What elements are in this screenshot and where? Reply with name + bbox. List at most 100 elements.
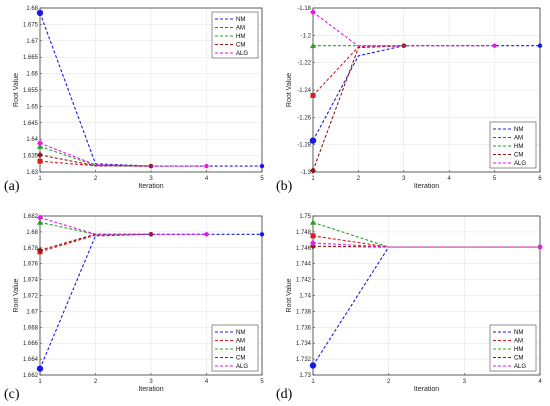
legend-box xyxy=(211,324,259,372)
y-tick-label: 1.674 xyxy=(23,278,39,284)
y-tick-label: 1.682 xyxy=(23,214,39,220)
series-line-alg xyxy=(312,11,495,47)
data-point-am xyxy=(310,92,316,98)
x-tick-label: 2 xyxy=(357,176,361,182)
legend-label: AM xyxy=(514,136,523,142)
legend-label: CM xyxy=(236,356,245,362)
legend-label: HM xyxy=(514,144,523,150)
panel-label: (c) xyxy=(4,387,20,402)
chart-panel-2: -1.3 -1.28 -1.26 -1.24 -1.22 -1.2 -1.18 1 2 3 4 5 6 I… xyxy=(276,6,542,194)
y-tick-label: 1.736 xyxy=(296,325,312,331)
data-point-cm xyxy=(37,151,43,159)
y-axis-label: Root Value xyxy=(286,278,293,312)
x-axis-label: Iteration xyxy=(414,183,439,190)
y-tick-label: 1.675 xyxy=(23,22,39,28)
y-tick-label: 1.742 xyxy=(296,278,312,284)
data-point-am xyxy=(310,233,316,239)
y-tick-label: 1.734 xyxy=(296,341,312,347)
plot-frame xyxy=(39,7,263,173)
y-tick-label: 1.67 xyxy=(26,309,38,315)
chart-panel-4: 1.73 1.732 1.734 1.736 1.738 1.74 1.742 1.744 1.… xyxy=(276,214,542,402)
legend-label: NM xyxy=(514,127,523,133)
data-point-am xyxy=(37,158,43,164)
legend-label: NM xyxy=(236,17,245,23)
plot-frame xyxy=(312,7,541,173)
y-axis-label: Root Value xyxy=(13,73,20,107)
legend-label: ALG xyxy=(236,364,248,370)
y-tick-label: -1.3 xyxy=(301,170,312,176)
y-tick-label: 1.672 xyxy=(23,294,39,300)
legend-label: CM xyxy=(514,356,523,362)
legend-label: HM xyxy=(236,34,245,40)
y-tick-label: 1.665 xyxy=(23,55,39,61)
data-point-cm xyxy=(310,167,316,174)
x-tick-label: 4 xyxy=(538,379,542,385)
legend-label: CM xyxy=(236,43,245,49)
x-tick-label: 5 xyxy=(260,379,264,385)
data-point-cm-end xyxy=(148,232,154,237)
y-tick-label: 1.732 xyxy=(296,357,312,363)
panel-label: (b) xyxy=(276,179,293,194)
data-point-nm-end xyxy=(259,163,265,169)
y-tick-label: 1.73 xyxy=(299,373,311,379)
plot-frame xyxy=(39,215,263,376)
y-tick-label: 1.65 xyxy=(26,104,38,110)
legend-box xyxy=(211,11,259,59)
y-tick-label: 1.67 xyxy=(26,39,38,45)
y-tick-label: 1.662 xyxy=(23,373,39,379)
series-line-cm xyxy=(312,245,540,248)
y-tick-label: 1.645 xyxy=(23,121,39,127)
y-tick-label: 1.678 xyxy=(23,246,39,252)
panel-label: (a) xyxy=(4,179,20,194)
y-tick-label: 1.676 xyxy=(23,262,39,268)
legend-label: AM xyxy=(514,339,523,345)
y-tick-label: 1.738 xyxy=(296,309,312,315)
y-tick-label: 1.75 xyxy=(299,214,311,220)
series-line-nm xyxy=(39,233,262,369)
legend-label: HM xyxy=(236,347,245,353)
legend-label: NM xyxy=(236,330,245,336)
y-tick-label: 1.746 xyxy=(296,246,312,252)
y-axis-label: Root Value xyxy=(13,278,20,312)
y-tick-label: 1.64 xyxy=(26,137,38,143)
legend-box xyxy=(489,324,537,372)
data-point-alg-end xyxy=(537,244,543,250)
data-point-alg xyxy=(310,239,316,247)
x-axis-label: Iteration xyxy=(414,386,439,393)
series-line-cm xyxy=(39,154,152,167)
data-point-alg xyxy=(37,214,43,221)
data-point-nm xyxy=(309,362,317,369)
data-point-nm xyxy=(309,137,317,144)
data-point-alg-end xyxy=(492,43,497,48)
legend-label: AM xyxy=(236,26,245,32)
y-tick-label: 1.63 xyxy=(26,170,38,176)
y-tick-label: 1.74 xyxy=(299,294,311,300)
y-axis-label: Root Value xyxy=(286,73,293,107)
y-tick-label: -1.28 xyxy=(297,143,311,149)
data-point-hm xyxy=(310,219,316,225)
y-tick-label: -1.22 xyxy=(297,61,311,67)
y-tick-label: 1.748 xyxy=(296,230,312,236)
series-line-alg xyxy=(39,142,207,167)
x-tick-label: 4 xyxy=(448,176,452,182)
data-point-hm xyxy=(310,42,316,49)
x-tick-label: 2 xyxy=(94,379,98,385)
chart-panel-1: 1.63 1.635 1.64 1.645 1.65 1.655 1.66 1.665 1.67… xyxy=(4,6,264,194)
plot-frame xyxy=(312,215,541,376)
y-tick-label: 1.635 xyxy=(23,154,39,160)
legend-label: ALG xyxy=(514,161,526,167)
y-tick-label: -1.2 xyxy=(301,33,312,39)
y-tick-label: 1.668 xyxy=(23,325,39,331)
chart-panel-3: 1.662 1.664 1.666 1.668 1.67 1.672 1.674 1.676 1… xyxy=(4,214,264,402)
series-line-alg xyxy=(39,217,207,235)
series-line-hm xyxy=(312,221,540,248)
data-point-alg xyxy=(37,139,43,147)
legend-label: ALG xyxy=(236,51,248,57)
y-tick-label: 1.68 xyxy=(26,6,38,12)
data-point-nm-end xyxy=(259,232,265,237)
series-line-am xyxy=(39,233,152,253)
y-tick-label: 1.666 xyxy=(23,341,39,347)
x-tick-label: 2 xyxy=(94,176,98,182)
x-tick-label: 6 xyxy=(538,176,542,182)
data-point-alg-end xyxy=(204,232,209,237)
